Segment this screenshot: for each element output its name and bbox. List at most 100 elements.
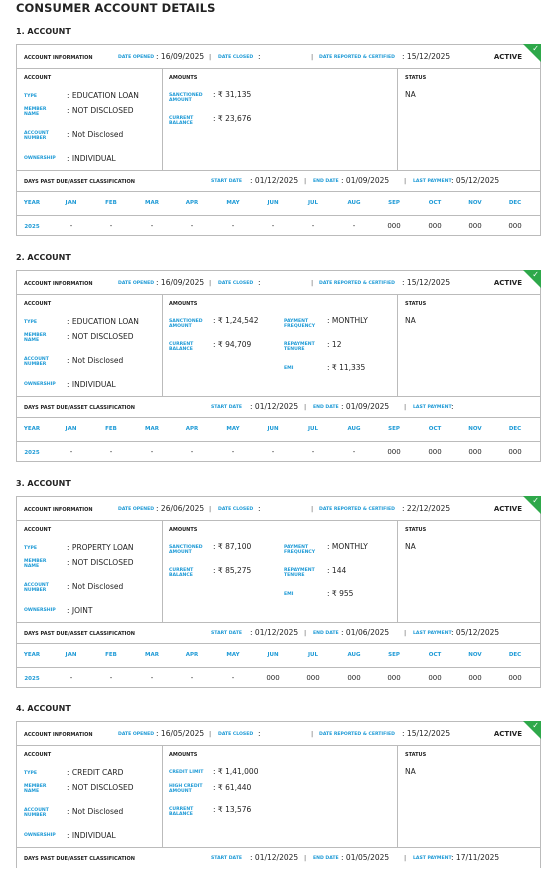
ownership-label: OWNERSHIP	[24, 156, 56, 161]
account-section: 2. ACCOUNT ACCOUNT INFORMATION DATE OPEN…	[16, 253, 541, 462]
sanctioned-value: : ₹ 1,24,542	[213, 316, 259, 325]
repayment-tenure-label: REPAYMENT TENURE	[284, 342, 315, 352]
ownership-value: : INDIVIDUAL	[67, 831, 116, 840]
month-header: OCT	[428, 200, 442, 206]
year-value: 2025	[24, 224, 40, 230]
date-closed-value: :	[258, 278, 261, 287]
status-badge: ACTIVE	[493, 279, 522, 287]
month-header: NOV	[468, 652, 482, 658]
status-value: NA	[405, 767, 416, 776]
account-card: ACCOUNT INFORMATION DATE OPENED : 16/05/…	[16, 721, 541, 868]
separator: |	[209, 505, 212, 513]
check-icon: ✓	[532, 496, 539, 505]
month-value-row: 2025 - - - - - - - - 000 000 000 000	[17, 216, 540, 235]
account-col-label: ACCOUNT	[24, 301, 52, 307]
member-name-value: : NOT DISCLOSED	[67, 106, 134, 115]
month-header: MAR	[145, 200, 159, 206]
month-header: SEP	[388, 426, 400, 432]
month-header: DEC	[508, 426, 522, 432]
amounts-label: AMOUNTS	[169, 301, 198, 307]
active-corner	[523, 44, 541, 62]
ownership-label: OWNERSHIP	[24, 608, 56, 613]
current-balance-label: CURRENT BALANCE	[169, 568, 194, 578]
month-value: -	[150, 674, 154, 682]
separator: |	[311, 279, 314, 287]
sanctioned-value: : ₹ 31,135	[213, 90, 252, 99]
month-header: AUG	[347, 652, 361, 658]
payment-frequency-label: PAYMENT FREQUENCY	[284, 319, 316, 329]
type-value: : EDUCATION LOAN	[67, 317, 139, 326]
month-header: MAR	[145, 652, 159, 658]
separator: |	[304, 403, 307, 411]
separator: |	[304, 177, 307, 185]
separator: |	[209, 279, 212, 287]
month-value: -	[109, 674, 113, 682]
month-header-row: YEAR JAN FEB MAR APR MAY JUN JUL AUG SEP…	[17, 418, 540, 442]
check-icon: ✓	[532, 721, 539, 730]
date-closed-label: DATE CLOSED	[218, 732, 254, 737]
month-value: -	[150, 448, 154, 456]
month-value: -	[69, 222, 73, 230]
account-number-value: : Not Disclosed	[67, 356, 124, 365]
type-value: : PROPERTY LOAN	[67, 543, 134, 552]
account-card: ACCOUNT INFORMATION DATE OPENED : 16/09/…	[16, 44, 541, 236]
check-icon: ✓	[532, 270, 539, 279]
account-details: ACCOUNT TYPE : EDUCATION LOAN MEMBER NAM…	[17, 295, 540, 397]
month-value-row: 2025 - - - - - - - - 000 000 000 000	[17, 442, 540, 461]
month-header: JUL	[307, 652, 319, 658]
end-date-value: : 01/09/2025	[341, 402, 390, 411]
month-value: 000	[306, 674, 320, 682]
last-payment-value: :	[451, 402, 454, 411]
month-value: 000	[468, 674, 482, 682]
credit-limit-label: CREDIT LIMIT	[169, 770, 204, 775]
member-name-label: MEMBER NAME	[24, 784, 47, 794]
end-date-value: : 01/09/2025	[341, 176, 390, 185]
month-header: AUG	[347, 426, 361, 432]
payment-frequency-value: : MONTHLY	[327, 316, 368, 325]
type-value: : CREDIT CARD	[67, 768, 124, 777]
date-reported-label: DATE REPORTED & CERTIFIED	[319, 732, 395, 737]
member-name-label: MEMBER NAME	[24, 559, 47, 569]
credit-limit-value: : ₹ 1,41,000	[213, 767, 259, 776]
emi-value: : ₹ 955	[327, 589, 354, 598]
start-date-label: START DATE	[211, 856, 242, 861]
end-date-value: : 01/06/2025	[341, 628, 390, 637]
dpd-label: DAYS PAST DUE/ASSET CLASSIFICATION	[24, 179, 135, 185]
member-name-value: : NOT DISCLOSED	[67, 332, 134, 341]
account-number-value: : Not Disclosed	[67, 582, 124, 591]
account-number-value: : Not Disclosed	[67, 130, 124, 139]
month-value: -	[271, 448, 275, 456]
ownership-label: OWNERSHIP	[24, 833, 56, 838]
date-reported-label: DATE REPORTED & CERTIFIED	[319, 507, 395, 512]
account-number-label: ACCOUNT NUMBER	[24, 131, 49, 141]
month-value: -	[69, 448, 73, 456]
start-date-value: : 01/12/2025	[250, 628, 299, 637]
repayment-tenure-value: : 12	[327, 340, 342, 349]
account-section: 1. ACCOUNT ACCOUNT INFORMATION DATE OPEN…	[16, 27, 541, 236]
start-date-value: : 01/12/2025	[250, 176, 299, 185]
start-date-value: : 01/12/2025	[250, 853, 299, 862]
month-header: DEC	[508, 652, 522, 658]
member-name-value: : NOT DISCLOSED	[67, 783, 134, 792]
separator: |	[311, 53, 314, 61]
current-balance-value: : ₹ 13,576	[213, 805, 252, 814]
date-closed-label: DATE CLOSED	[218, 55, 254, 60]
status-label: STATUS	[405, 752, 427, 758]
account-info-label: ACCOUNT INFORMATION	[24, 55, 93, 61]
status-value: NA	[405, 542, 416, 551]
month-header: SEP	[388, 652, 400, 658]
active-corner	[523, 270, 541, 288]
dpd-label: DAYS PAST DUE/ASSET CLASSIFICATION	[24, 631, 135, 637]
month-value: -	[311, 222, 315, 230]
type-label: TYPE	[24, 94, 37, 99]
ownership-value: : INDIVIDUAL	[67, 154, 116, 163]
last-payment-label: LAST PAYMENT	[413, 856, 452, 861]
year-header: YEAR	[23, 426, 41, 432]
month-header: JUL	[307, 200, 319, 206]
dpd-bar: DAYS PAST DUE/ASSET CLASSIFICATION START…	[17, 848, 540, 868]
dpd-label: DAYS PAST DUE/ASSET CLASSIFICATION	[24, 405, 135, 411]
month-header: JUL	[307, 426, 319, 432]
check-icon: ✓	[532, 44, 539, 53]
month-header: JUN	[267, 200, 279, 206]
separator: |	[209, 730, 212, 738]
